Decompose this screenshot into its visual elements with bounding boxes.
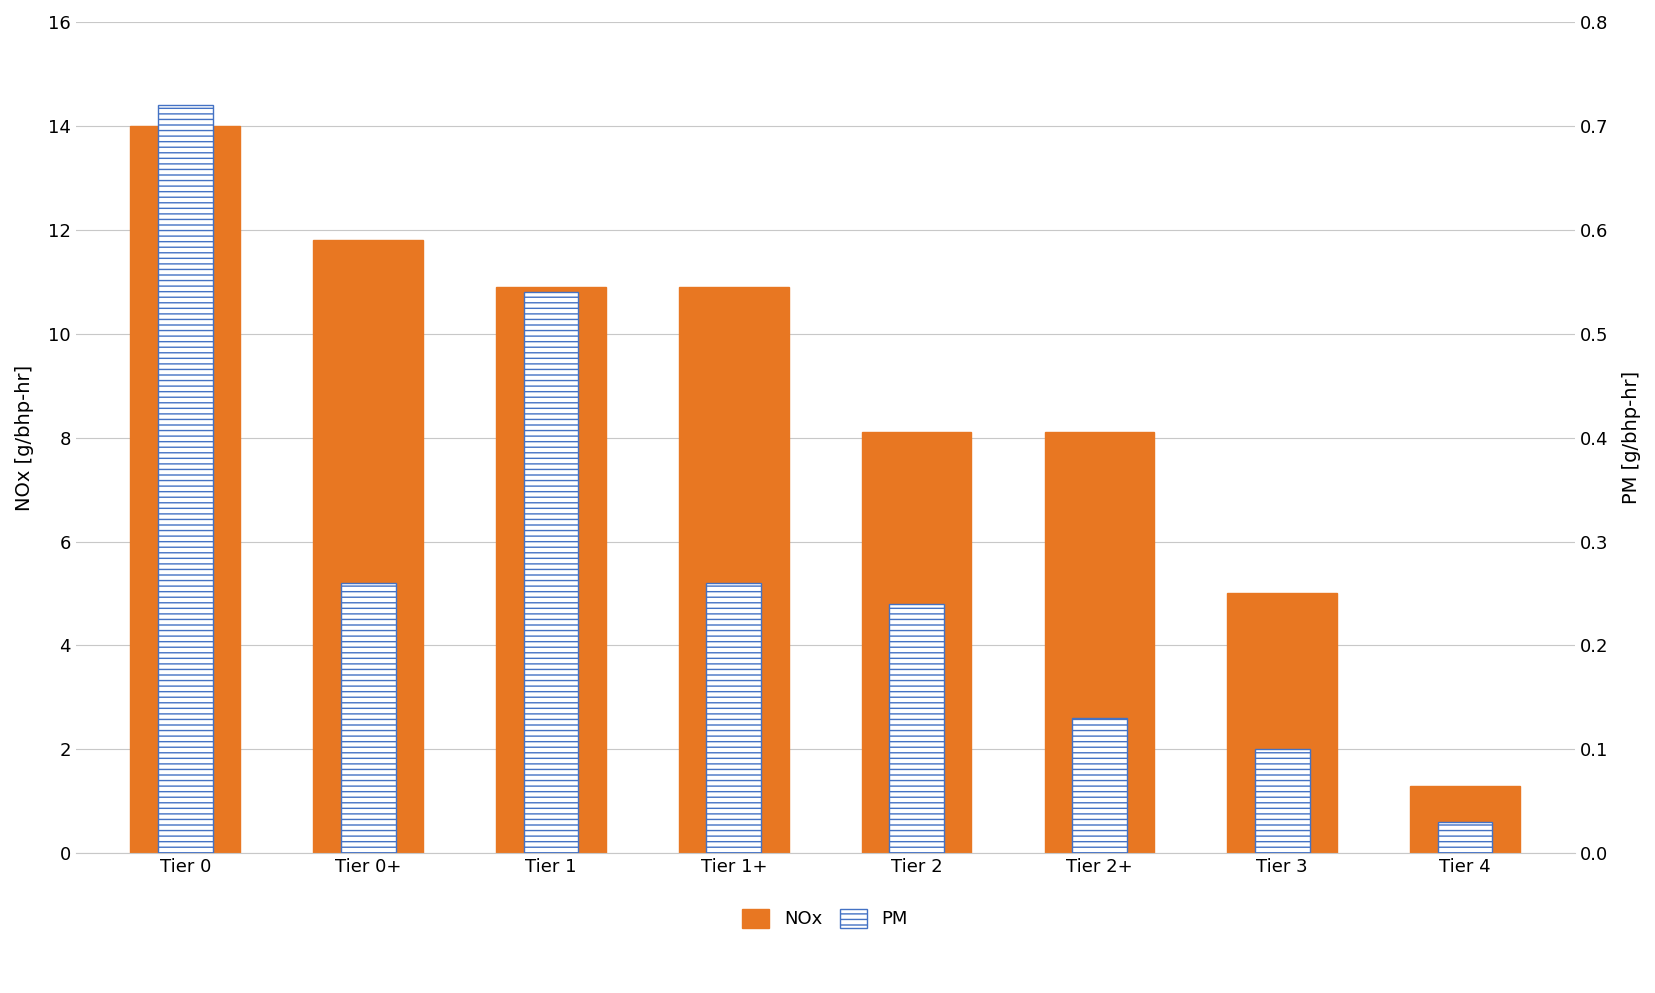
Bar [707, 583, 761, 853]
Bar [1410, 785, 1519, 853]
Bar [679, 287, 788, 853]
Bar [861, 432, 971, 853]
Y-axis label: PM [g/bhp-hr]: PM [g/bhp-hr] [1620, 371, 1640, 504]
Bar [1226, 594, 1336, 853]
Bar [1437, 822, 1491, 853]
Bar [313, 240, 422, 853]
Bar [157, 105, 212, 853]
Bar [496, 287, 606, 853]
Y-axis label: NOx [g/bhp-hr]: NOx [g/bhp-hr] [15, 364, 35, 510]
Bar [1044, 432, 1154, 853]
Bar [341, 583, 396, 853]
Bar [1254, 750, 1309, 853]
Bar [523, 292, 578, 853]
Bar [889, 604, 943, 853]
Legend: NOx, PM: NOx, PM [735, 902, 915, 935]
Bar [131, 126, 240, 853]
Bar [1071, 718, 1125, 853]
